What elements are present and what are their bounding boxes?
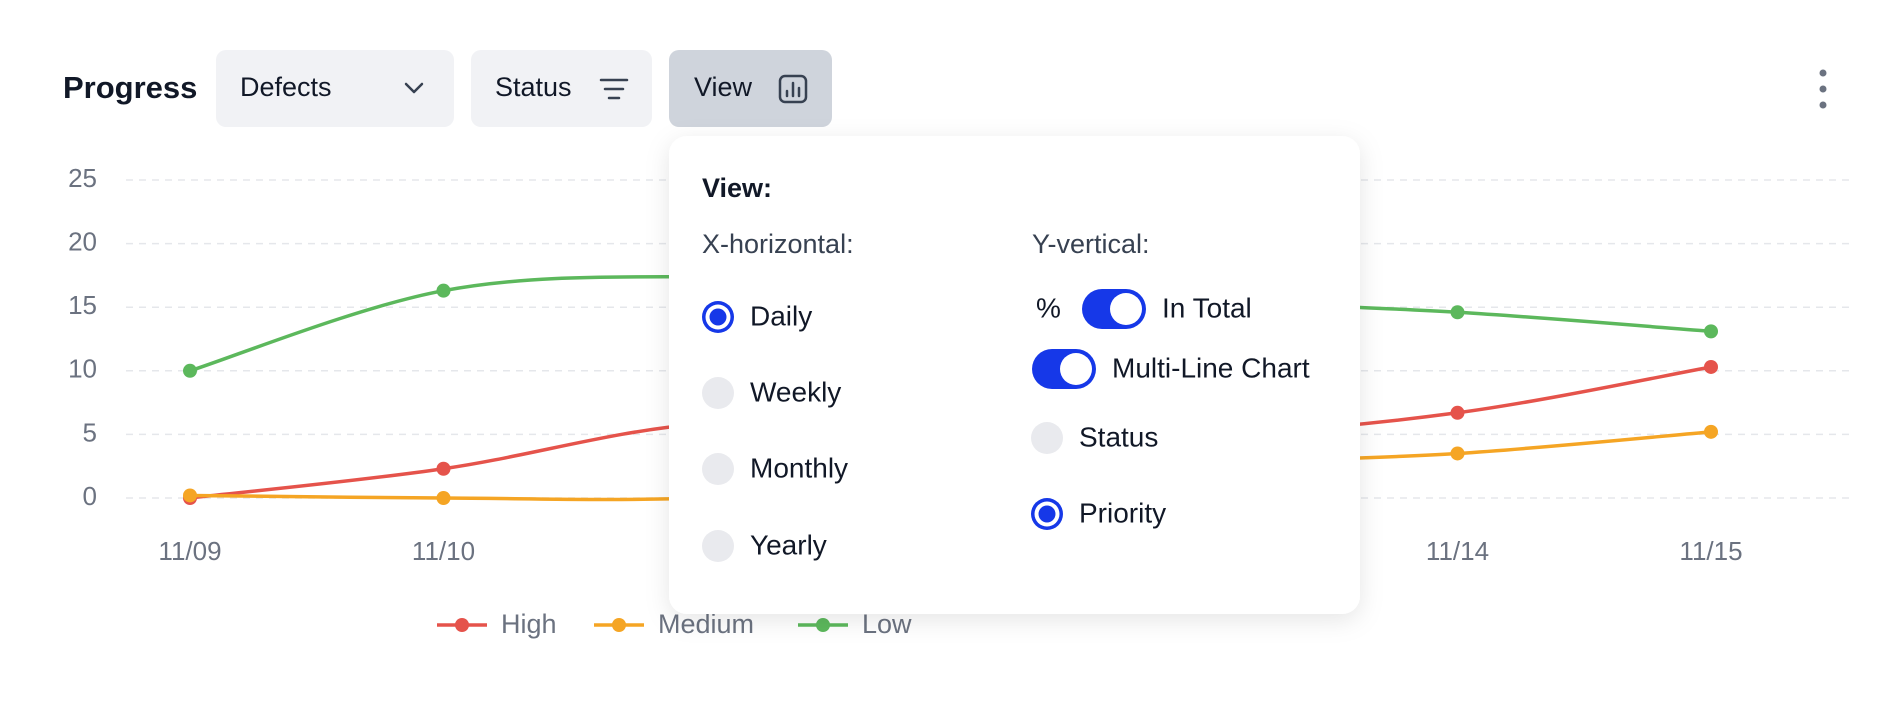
toggle-label: Multi-Line Chart — [1112, 352, 1310, 383]
radio[interactable] — [1031, 422, 1063, 454]
data-point — [436, 283, 451, 298]
legend-label: Low — [862, 609, 912, 639]
radio-label: Status — [1079, 421, 1158, 452]
data-point — [1704, 359, 1718, 374]
radio-dot — [1038, 505, 1056, 523]
y-tick-label: 15 — [68, 290, 97, 320]
y-tick-label: 0 — [83, 481, 97, 511]
data-point — [1450, 405, 1465, 420]
chart-icon — [778, 74, 808, 104]
button-label: Status — [495, 72, 572, 102]
data-point — [1450, 446, 1465, 461]
popup-panel — [669, 136, 1360, 614]
radio[interactable] — [702, 377, 734, 409]
x-tick-label: 11/15 — [1679, 536, 1742, 566]
toggle-label: In Total — [1162, 292, 1252, 323]
radio-label: Priority — [1079, 497, 1166, 528]
radio-label: Daily — [750, 300, 812, 331]
legend-marker — [816, 618, 830, 632]
y-tick-label: 5 — [83, 417, 97, 447]
data-point — [436, 461, 451, 476]
x-tick-label: 11/09 — [158, 536, 221, 566]
more-menu[interactable] — [1819, 69, 1827, 109]
legend-label: High — [501, 609, 557, 639]
y-tick-label: 25 — [68, 163, 97, 193]
defects-dropdown[interactable] — [216, 50, 454, 127]
y-tick-label: 10 — [68, 354, 97, 384]
y-section-title: Y-vertical: — [1032, 229, 1150, 259]
radio-dot — [709, 308, 727, 326]
data-point — [1450, 305, 1465, 320]
popup-title: View: — [702, 173, 772, 203]
radio[interactable] — [702, 453, 734, 485]
view-button[interactable] — [669, 50, 832, 127]
legend-label: Medium — [658, 609, 754, 639]
percent-symbol: % — [1036, 292, 1061, 323]
x-tick-label: 11/10 — [412, 536, 475, 566]
x-section-title: X-horizontal: — [702, 229, 854, 259]
data-point — [183, 488, 197, 503]
title: Progress — [63, 70, 197, 105]
data-point — [1704, 424, 1718, 439]
view-popup: View: X-horizontal: Y-vertical: % Daily W… — [669, 136, 1360, 614]
radio-label: Monthly — [750, 452, 848, 483]
button-label: View — [694, 72, 753, 102]
dropdown-label: Defects — [240, 72, 332, 102]
filter-icon — [599, 78, 629, 100]
chevron-icon — [404, 82, 424, 94]
radio-label: Yearly — [750, 529, 827, 560]
header: Progress Defects Status View — [63, 50, 1827, 127]
y-tick-label: 20 — [68, 226, 97, 256]
data-point — [436, 491, 451, 505]
radio-label: Weekly — [750, 376, 841, 407]
toggle-knob — [1110, 293, 1142, 325]
radio[interactable] — [702, 530, 734, 562]
data-point — [183, 363, 197, 378]
toggle-knob — [1060, 353, 1092, 385]
status-button[interactable] — [471, 50, 652, 127]
legend-marker — [612, 618, 626, 632]
x-tick-label: 11/14 — [1426, 536, 1489, 566]
legend-marker — [455, 618, 469, 632]
data-point — [1704, 324, 1718, 339]
